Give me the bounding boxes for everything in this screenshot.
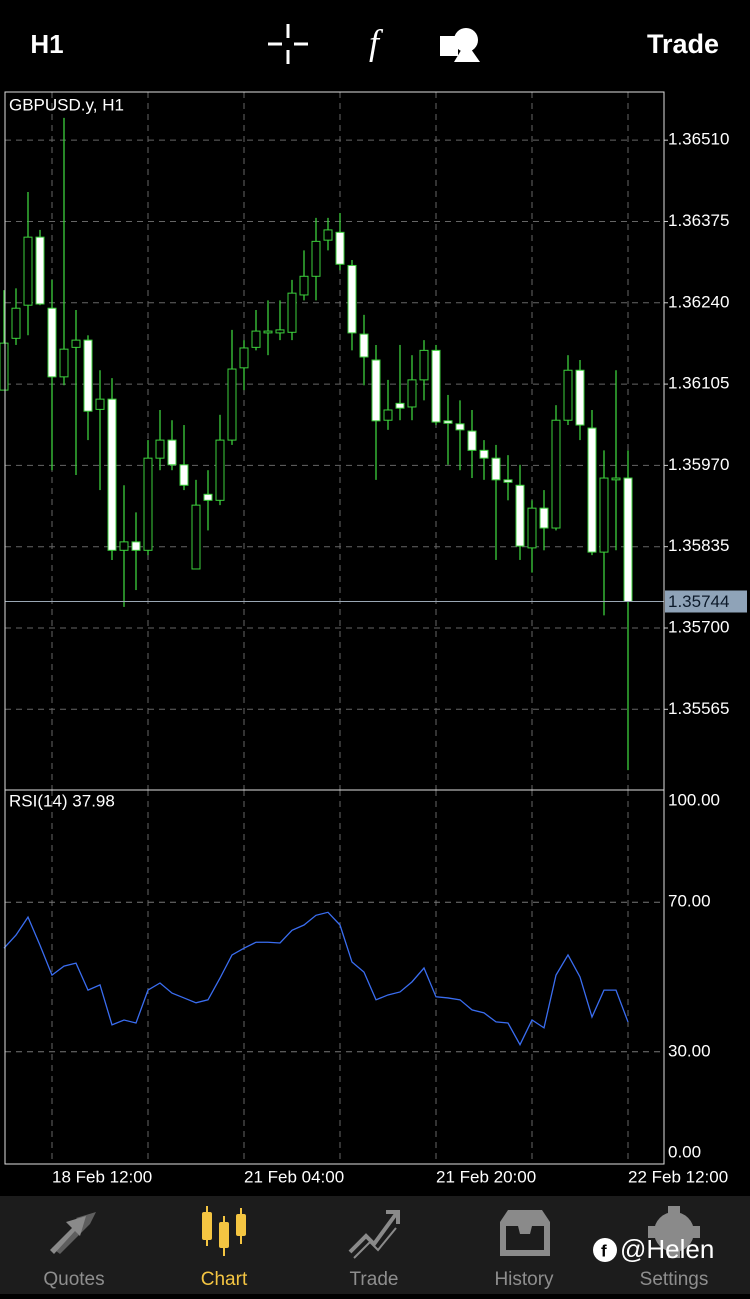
tab-label[interactable]: Trade	[350, 1269, 399, 1290]
candle-body	[131, 541, 141, 551]
candle-body	[275, 329, 285, 334]
y-tick-label: 1.35700	[668, 617, 729, 636]
candle-body	[323, 229, 333, 241]
candle-body	[611, 477, 621, 481]
candle-body	[539, 507, 549, 529]
candle-body	[215, 439, 225, 501]
candle-body	[455, 423, 465, 431]
candle-body	[59, 348, 69, 378]
y-tick-label: 30.00	[668, 1041, 711, 1060]
tab-labels: Quotes Chart Trade History Settings	[43, 1269, 708, 1290]
trade-icon	[348, 1210, 400, 1259]
current-price-box	[665, 590, 747, 613]
candle-body	[443, 420, 453, 424]
y-tick-label: 100.00	[668, 790, 720, 809]
rsi-panel-border	[4, 789, 665, 1165]
candle-body	[287, 292, 297, 333]
rsi-line	[3, 911, 629, 1047]
candle-body	[107, 398, 117, 551]
candle-body	[47, 307, 57, 378]
y-tick-label: 1.35970	[668, 455, 729, 474]
current-price-label: 1.35744	[668, 592, 729, 611]
candle-body	[359, 333, 369, 358]
candle-body	[95, 398, 105, 410]
candle-body	[563, 369, 573, 421]
quotes-icon	[50, 1212, 96, 1254]
watermark-icon	[593, 1238, 617, 1262]
candle-body	[299, 275, 309, 296]
candle-body	[251, 330, 261, 348]
candle-body	[239, 347, 249, 369]
candle-body	[431, 349, 441, 423]
history-icon	[500, 1210, 550, 1256]
candle-body	[167, 439, 177, 466]
candle-body	[527, 507, 537, 549]
candle-body	[71, 339, 81, 348]
y-tick-label: 0.00	[668, 1142, 701, 1161]
y-tick-label: 70.00	[668, 892, 711, 911]
candle-body	[119, 541, 129, 551]
y-tick-label: 1.35835	[668, 536, 729, 555]
candle-body	[467, 430, 477, 451]
candle-body	[599, 477, 609, 553]
objects-button[interactable]	[440, 28, 480, 62]
tab-label[interactable]: Chart	[201, 1269, 248, 1290]
candle-body	[347, 264, 357, 334]
plot-area	[0, 92, 668, 1164]
y-tick-label: 1.36240	[668, 292, 729, 311]
candle-body	[191, 504, 201, 570]
candle-body	[143, 457, 153, 551]
candle-body	[179, 464, 189, 486]
x-tick-label: 22 Feb 12:00	[628, 1167, 728, 1186]
candle-body	[203, 493, 213, 501]
candle-body	[11, 307, 21, 339]
candle-body	[227, 368, 237, 441]
candle-body	[551, 419, 561, 529]
x-tick-label: 21 Feb 04:00	[244, 1167, 344, 1186]
candle-body	[263, 330, 273, 334]
candle-body	[491, 457, 501, 481]
candle-body	[35, 236, 45, 305]
tab-label[interactable]: History	[494, 1269, 554, 1290]
candle-body	[311, 240, 321, 277]
settings-icon	[648, 1206, 700, 1258]
candle-body	[575, 369, 585, 426]
candle-body	[479, 449, 489, 459]
candle-body	[383, 409, 393, 421]
tab-label[interactable]: Settings	[640, 1269, 709, 1290]
tab-label[interactable]: Quotes	[43, 1269, 104, 1290]
x-tick-label: 18 Feb 12:00	[52, 1167, 152, 1186]
y-tick-label: 1.35565	[668, 699, 729, 718]
candle-body	[83, 339, 93, 412]
timeframe-button[interactable]: H1	[30, 29, 63, 59]
candle-body	[419, 349, 429, 381]
candle-body	[395, 402, 405, 409]
candle-body	[623, 477, 633, 602]
rsi-title: RSI(14) 37.98	[9, 791, 115, 810]
candle-body	[23, 236, 33, 306]
candle-body	[0, 342, 9, 391]
candle-body	[503, 479, 513, 483]
candle-body	[155, 439, 165, 459]
candle-body	[371, 359, 381, 422]
watermark-icon-letter: f	[601, 1241, 607, 1260]
y-tick-label: 1.36105	[668, 374, 729, 393]
candle-body	[587, 427, 597, 553]
candle-body	[335, 231, 345, 265]
candle-body	[407, 379, 417, 408]
watermark: @Helen	[620, 1234, 714, 1264]
y-tick-label: 1.36510	[668, 130, 729, 149]
candle-body	[515, 484, 525, 547]
x-tick-label: 21 Feb 20:00	[436, 1167, 536, 1186]
trade-button[interactable]: Trade	[647, 29, 719, 59]
y-tick-label: 1.36375	[668, 211, 729, 230]
chart-icon	[202, 1206, 246, 1256]
crosshair-button[interactable]	[268, 24, 308, 64]
chart-title: GBPUSD.y, H1	[9, 95, 124, 114]
